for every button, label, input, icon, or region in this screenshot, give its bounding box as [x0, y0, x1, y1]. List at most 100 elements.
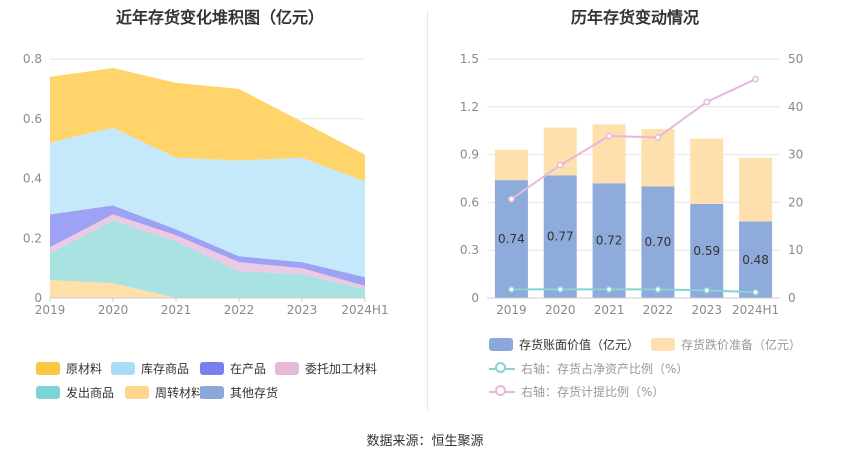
legend-label: 在产品	[230, 362, 267, 376]
area-库存商品	[50, 127, 365, 278]
left-legend-item[interactable]: 发出商品	[36, 384, 114, 401]
area-周转材料	[50, 280, 365, 298]
left-y-tick: 0.4	[23, 172, 42, 186]
area-发出商品	[50, 220, 365, 298]
left-x-tick: 2019	[35, 303, 66, 317]
right-y2-tick: 0	[788, 291, 796, 305]
right-x-tick: 2020	[545, 303, 576, 317]
left-y-tick: 0.2	[23, 231, 42, 245]
left-x-tick: 2022	[224, 303, 255, 317]
right-y2-tick: 30	[788, 148, 803, 162]
bar-book-value	[592, 183, 626, 298]
left-y-tick: 0.6	[23, 112, 42, 126]
left-x-tick: 2021	[161, 303, 192, 317]
line-point	[654, 286, 662, 293]
right-y-tick: 0.9	[460, 148, 479, 162]
bar-data-label: 0.72	[596, 234, 623, 248]
legend-label: 存货跌价准备（亿元）	[681, 338, 802, 352]
line-point	[605, 132, 613, 140]
bar-book-value	[739, 221, 773, 298]
line-右轴：存货计提比例（%）	[510, 78, 757, 200]
legend-swatch	[200, 362, 224, 375]
left-legend-item[interactable]: 库存商品	[111, 360, 189, 377]
left-legend-item[interactable]: 周转材料	[125, 384, 203, 401]
line-point	[556, 161, 564, 169]
left-legend-item[interactable]: 原材料	[36, 360, 102, 377]
legend-label: 右轴：存货计提比例（%）	[521, 385, 665, 399]
legend-label: 右轴：存货占净资产比例（%）	[521, 362, 689, 376]
data-source: 数据来源：恒生聚源	[366, 434, 484, 449]
bar-book-value	[543, 175, 577, 298]
left-legend-item[interactable]: 其他存货	[200, 384, 278, 401]
right-y2-tick: 50	[788, 52, 803, 66]
legend-swatch	[489, 361, 515, 376]
left-legend-item[interactable]: 在产品	[200, 360, 266, 377]
line-point	[654, 134, 662, 141]
line-point	[508, 286, 515, 293]
legend-swatch	[36, 362, 60, 375]
right-legend-item[interactable]: 存货跌价准备（亿元）	[651, 336, 801, 353]
line-point	[605, 286, 613, 293]
line-point	[703, 287, 711, 294]
left-y-tick: 0.8	[23, 52, 42, 66]
area-在产品	[50, 205, 365, 287]
legend-swatch	[489, 384, 515, 399]
bar-book-value	[641, 186, 675, 298]
left-x-tick: 2023	[287, 303, 318, 317]
right-y-tick: 1.2	[460, 100, 479, 114]
legend-swatch	[275, 362, 299, 375]
legend-swatch	[36, 386, 60, 399]
legend-label: 发出商品	[66, 386, 115, 400]
bar-data-label: 0.74	[498, 232, 525, 246]
legend-label: 存货账面价值（亿元）	[519, 338, 640, 352]
bar-impairment	[494, 149, 528, 181]
line-point	[703, 98, 711, 106]
left-x-tick: 2020	[98, 303, 129, 317]
right-x-tick: 2022	[643, 303, 674, 317]
legend-swatch	[200, 386, 224, 399]
bar-impairment	[739, 157, 773, 222]
left-chart-title: 近年存货变化堆积图（亿元）	[115, 8, 324, 27]
right-y-tick: 0	[471, 291, 479, 305]
line-point	[508, 195, 515, 203]
right-x-tick: 2023	[691, 303, 722, 317]
bar-book-value	[690, 203, 724, 298]
right-legend-item[interactable]: 右轴：存货计提比例（%）	[489, 383, 664, 400]
bar-data-label: 0.70	[645, 235, 672, 249]
right-y2-tick: 20	[788, 195, 803, 209]
left-y-tick: 0	[34, 291, 42, 305]
area-委托加工材料	[50, 214, 365, 290]
legend-label: 周转材料	[155, 386, 204, 400]
legend-label: 库存商品	[141, 362, 190, 376]
legend-swatch	[111, 362, 135, 375]
right-x-tick: 2024H1	[732, 303, 779, 317]
right-y-tick: 0.6	[460, 195, 479, 209]
line-point	[752, 288, 759, 296]
legend-swatch	[489, 338, 513, 351]
left-x-tick: 2024H1	[341, 303, 388, 317]
legend-label: 其他存货	[230, 386, 279, 400]
right-x-tick: 2019	[496, 303, 527, 317]
right-y-tick: 0.3	[460, 243, 479, 257]
legend-swatch	[125, 386, 149, 399]
legend-label: 原材料	[66, 362, 103, 376]
right-y-tick: 1.5	[460, 52, 479, 66]
panel-divider	[427, 10, 428, 410]
right-y2-tick: 40	[788, 100, 803, 114]
bar-data-label: 0.48	[742, 253, 769, 267]
line-point	[752, 75, 759, 83]
area-原材料	[50, 67, 365, 182]
right-y2-tick: 10	[788, 243, 803, 257]
right-legend-item[interactable]: 右轴：存货占净资产比例（%）	[489, 360, 688, 377]
bar-impairment	[690, 138, 724, 204]
right-chart-title: 历年存货变动情况	[570, 8, 699, 27]
legend-swatch	[651, 338, 675, 351]
line-point	[556, 286, 564, 293]
legend-label: 委托加工材料	[305, 362, 378, 376]
right-legend-item[interactable]: 存货账面价值（亿元）	[489, 336, 639, 353]
left-legend-item[interactable]: 委托加工材料	[275, 360, 377, 377]
line-右轴：存货占净资产比例（%）	[511, 288, 756, 294]
right-x-tick: 2021	[594, 303, 625, 317]
bar-data-label: 0.59	[693, 244, 720, 258]
